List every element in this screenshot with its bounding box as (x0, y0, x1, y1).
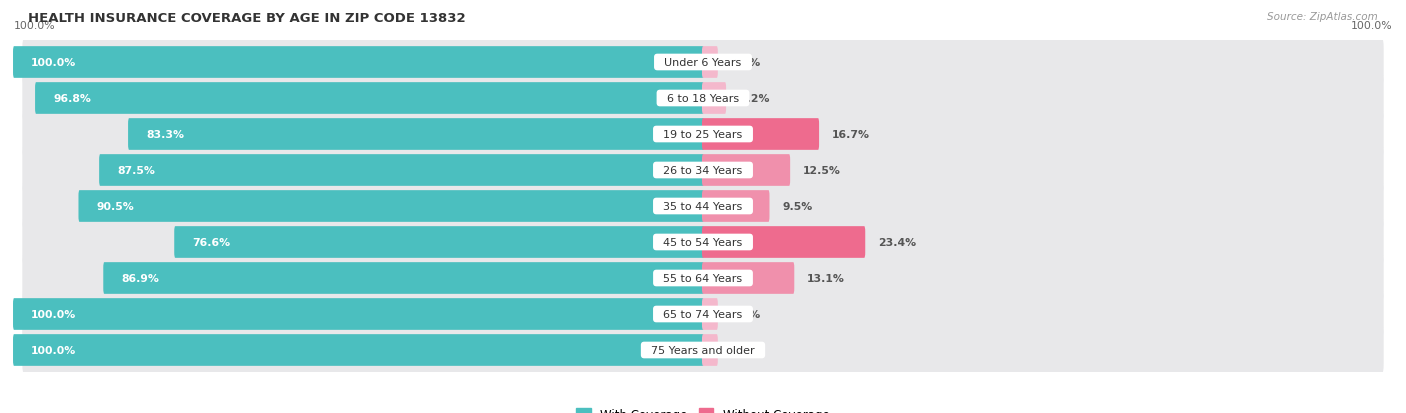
FancyBboxPatch shape (702, 227, 865, 258)
Text: 13.1%: 13.1% (807, 273, 845, 283)
Text: 100.0%: 100.0% (1350, 21, 1392, 31)
Text: 0.0%: 0.0% (731, 345, 761, 355)
Text: Source: ZipAtlas.com: Source: ZipAtlas.com (1267, 12, 1378, 22)
FancyBboxPatch shape (13, 47, 704, 78)
Text: 6 to 18 Years: 6 to 18 Years (659, 94, 747, 104)
FancyBboxPatch shape (22, 326, 1384, 375)
FancyBboxPatch shape (702, 299, 718, 330)
Text: 76.6%: 76.6% (193, 237, 231, 247)
Text: 83.3%: 83.3% (146, 130, 184, 140)
FancyBboxPatch shape (79, 191, 704, 222)
FancyBboxPatch shape (174, 227, 704, 258)
FancyBboxPatch shape (100, 155, 704, 186)
Legend: With Coverage, Without Coverage: With Coverage, Without Coverage (572, 403, 834, 413)
FancyBboxPatch shape (13, 299, 704, 330)
Text: 3.2%: 3.2% (738, 94, 769, 104)
FancyBboxPatch shape (22, 74, 1384, 123)
FancyBboxPatch shape (103, 263, 704, 294)
Text: 75 Years and older: 75 Years and older (644, 345, 762, 355)
FancyBboxPatch shape (22, 182, 1384, 231)
FancyBboxPatch shape (22, 254, 1384, 303)
Text: 100.0%: 100.0% (14, 21, 56, 31)
Text: 12.5%: 12.5% (803, 166, 841, 176)
FancyBboxPatch shape (22, 290, 1384, 339)
Text: 86.9%: 86.9% (121, 273, 159, 283)
FancyBboxPatch shape (13, 335, 704, 366)
Text: 9.5%: 9.5% (782, 202, 813, 211)
FancyBboxPatch shape (22, 146, 1384, 195)
Text: 100.0%: 100.0% (31, 345, 76, 355)
Text: 100.0%: 100.0% (31, 309, 76, 319)
FancyBboxPatch shape (702, 83, 725, 114)
FancyBboxPatch shape (22, 218, 1384, 267)
Text: 19 to 25 Years: 19 to 25 Years (657, 130, 749, 140)
Text: Under 6 Years: Under 6 Years (658, 58, 748, 68)
Text: 87.5%: 87.5% (118, 166, 155, 176)
Text: 90.5%: 90.5% (97, 202, 135, 211)
Text: 55 to 64 Years: 55 to 64 Years (657, 273, 749, 283)
FancyBboxPatch shape (702, 263, 794, 294)
Text: 45 to 54 Years: 45 to 54 Years (657, 237, 749, 247)
FancyBboxPatch shape (22, 110, 1384, 159)
FancyBboxPatch shape (702, 155, 790, 186)
FancyBboxPatch shape (128, 119, 704, 150)
Text: 0.0%: 0.0% (731, 58, 761, 68)
Text: 26 to 34 Years: 26 to 34 Years (657, 166, 749, 176)
Text: 35 to 44 Years: 35 to 44 Years (657, 202, 749, 211)
Text: 0.0%: 0.0% (731, 309, 761, 319)
Text: 16.7%: 16.7% (832, 130, 870, 140)
FancyBboxPatch shape (22, 38, 1384, 87)
FancyBboxPatch shape (702, 119, 820, 150)
FancyBboxPatch shape (702, 191, 769, 222)
Text: 100.0%: 100.0% (31, 58, 76, 68)
Text: 65 to 74 Years: 65 to 74 Years (657, 309, 749, 319)
Text: 23.4%: 23.4% (877, 237, 917, 247)
Text: 96.8%: 96.8% (53, 94, 91, 104)
FancyBboxPatch shape (35, 83, 704, 114)
FancyBboxPatch shape (702, 335, 718, 366)
FancyBboxPatch shape (702, 47, 718, 78)
Text: HEALTH INSURANCE COVERAGE BY AGE IN ZIP CODE 13832: HEALTH INSURANCE COVERAGE BY AGE IN ZIP … (28, 12, 465, 25)
